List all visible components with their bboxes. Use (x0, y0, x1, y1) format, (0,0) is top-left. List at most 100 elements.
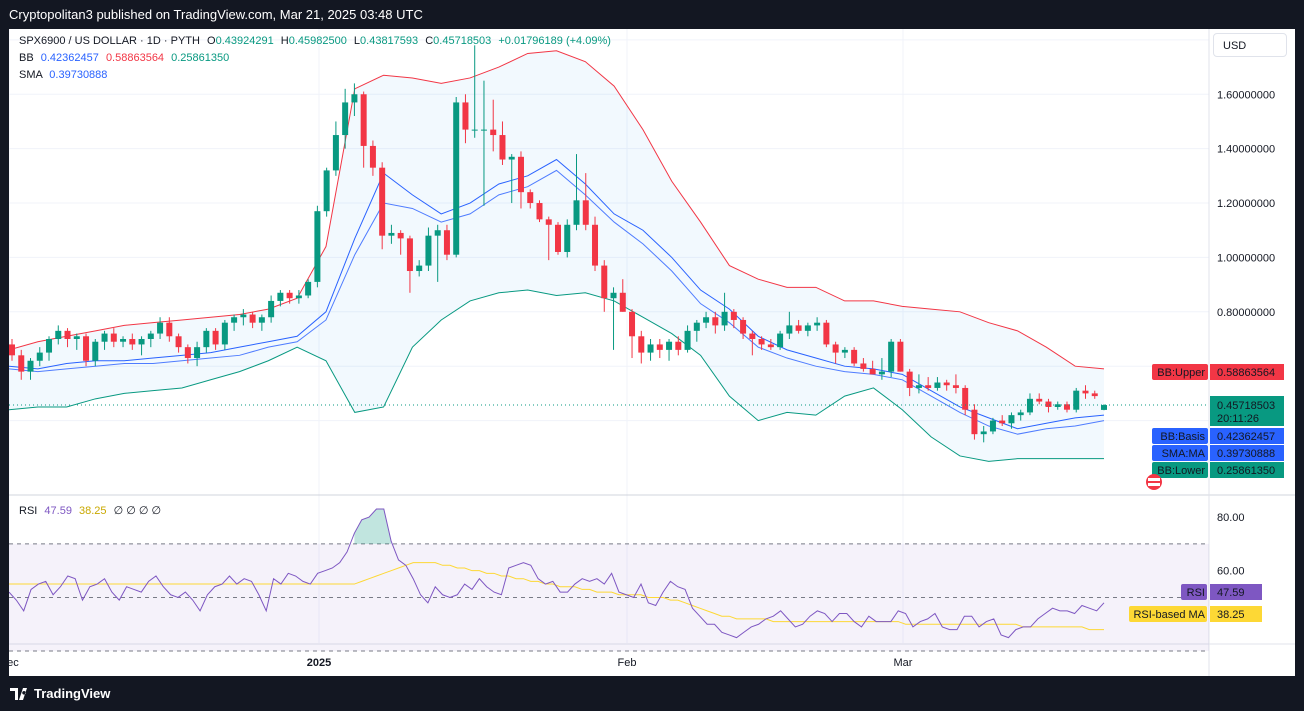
candle-body[interactable] (406, 238, 413, 272)
candle-body[interactable] (980, 431, 987, 435)
candle-body[interactable] (305, 281, 312, 296)
candle-body[interactable] (480, 129, 487, 131)
currency-button[interactable]: USD (1213, 33, 1287, 57)
candle-body[interactable] (656, 344, 663, 350)
candle-body[interactable] (832, 344, 839, 353)
candle-body[interactable] (693, 322, 700, 331)
candle-body[interactable] (453, 102, 460, 255)
candle-body[interactable] (268, 300, 275, 318)
candle-body[interactable] (1073, 390, 1080, 410)
candle-body[interactable] (647, 344, 654, 353)
candle-body[interactable] (869, 368, 876, 375)
candle-body[interactable] (323, 170, 330, 212)
candle-body[interactable] (527, 192, 534, 204)
candle-body[interactable] (638, 336, 645, 353)
candle-body[interactable] (925, 385, 932, 388)
candle-body[interactable] (1082, 390, 1089, 394)
candle-body[interactable] (943, 382, 950, 386)
candle-body[interactable] (295, 295, 302, 299)
candle-body[interactable] (175, 336, 182, 348)
candle-body[interactable] (18, 355, 25, 372)
candle-body[interactable] (490, 129, 497, 136)
candle-body[interactable] (9, 344, 15, 356)
candle-body[interactable] (184, 347, 191, 359)
candle-body[interactable] (83, 336, 90, 361)
candle-body[interactable] (55, 330, 62, 339)
symbol-title[interactable]: SPX6900 / US DOLLAR · 1D · PYTH (19, 35, 200, 47)
candle-body[interactable] (1017, 412, 1024, 416)
candle-body[interactable] (1063, 404, 1070, 410)
candle-body[interactable] (147, 333, 154, 339)
candle-body[interactable] (499, 135, 506, 160)
candle-body[interactable] (740, 319, 747, 334)
candle-body[interactable] (36, 352, 43, 361)
candle-body[interactable] (860, 363, 867, 369)
candle-body[interactable] (804, 325, 811, 331)
candle-body[interactable] (221, 322, 228, 345)
candle-body[interactable] (471, 129, 478, 131)
chart-canvas[interactable]: 1.800000001.600000001.400000001.20000000… (9, 29, 1295, 676)
candle-body[interactable] (841, 349, 848, 353)
sma-line[interactable] (9, 169, 1105, 435)
candle-body[interactable] (851, 349, 858, 364)
candle-body[interactable] (786, 325, 793, 334)
candle-body[interactable] (27, 360, 34, 372)
candle-body[interactable] (1101, 405, 1107, 410)
candle-body[interactable] (906, 371, 913, 388)
candle-body[interactable] (360, 94, 367, 146)
candles-group[interactable] (9, 45, 1107, 443)
candle-body[interactable] (684, 330, 691, 350)
candle-body[interactable] (592, 224, 599, 266)
candle-body[interactable] (120, 339, 127, 342)
candle-body[interactable] (351, 94, 358, 103)
candle-body[interactable] (194, 347, 201, 359)
sma-legend[interactable]: SMA 0.39730888 (19, 69, 107, 81)
candle-body[interactable] (110, 333, 117, 342)
candle-body[interactable] (999, 420, 1006, 424)
candle-body[interactable] (212, 330, 219, 345)
candle-body[interactable] (915, 385, 922, 388)
candle-body[interactable] (129, 339, 136, 345)
candle-body[interactable] (536, 203, 543, 220)
candle-body[interactable] (721, 311, 728, 326)
candle-body[interactable] (878, 371, 885, 375)
candle-body[interactable] (675, 341, 682, 350)
candle-body[interactable] (962, 387, 969, 410)
candle-body[interactable] (1008, 415, 1015, 424)
candle-body[interactable] (666, 341, 673, 350)
candle-body[interactable] (101, 333, 108, 342)
candle-body[interactable] (767, 344, 774, 348)
candle-body[interactable] (823, 322, 830, 345)
candle-body[interactable] (73, 336, 80, 339)
candle-body[interactable] (443, 230, 450, 255)
candle-body[interactable] (157, 322, 164, 334)
candle-body[interactable] (730, 311, 737, 320)
rsi-ma-line[interactable] (9, 562, 1104, 631)
candle-body[interactable] (758, 339, 765, 345)
candle-body[interactable] (582, 200, 589, 225)
candle-body[interactable] (64, 330, 71, 339)
candle-body[interactable] (388, 232, 395, 236)
candle-body[interactable] (610, 292, 617, 299)
candle-body[interactable] (286, 292, 293, 299)
candle-body[interactable] (462, 102, 469, 130)
candle-body[interactable] (795, 325, 802, 331)
candle-body[interactable] (545, 219, 552, 225)
candle-body[interactable] (369, 145, 376, 168)
candle-body[interactable] (1026, 398, 1033, 413)
rsi-line[interactable] (9, 508, 1105, 639)
rsi-legend[interactable]: RSI 47.59 38.25 ∅ ∅ ∅ ∅ (19, 504, 161, 517)
candle-body[interactable] (517, 156, 524, 193)
candle-body[interactable] (814, 322, 821, 326)
candle-body[interactable] (203, 330, 210, 348)
candle-body[interactable] (934, 382, 941, 388)
us-flag-icon[interactable] (1146, 474, 1162, 490)
bb-lower-line[interactable] (9, 289, 1104, 462)
candle-body[interactable] (314, 211, 321, 282)
candle-body[interactable] (888, 341, 895, 372)
candle-body[interactable] (166, 322, 173, 337)
candle-body[interactable] (629, 311, 636, 337)
candle-body[interactable] (258, 317, 265, 323)
candle-body[interactable] (231, 317, 238, 323)
bb-upper-line[interactable] (9, 50, 1105, 370)
